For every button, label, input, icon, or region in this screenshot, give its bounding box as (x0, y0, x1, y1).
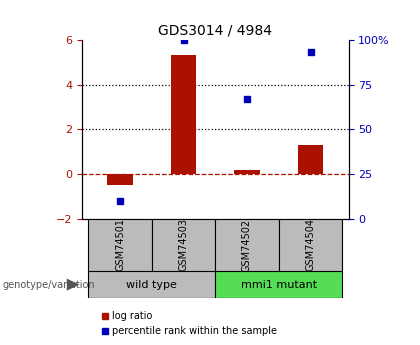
Text: GSM74501: GSM74501 (115, 218, 125, 272)
Title: GDS3014 / 4984: GDS3014 / 4984 (158, 23, 272, 37)
Bar (171, 56, 196, 174)
Text: GSM74503: GSM74503 (178, 218, 189, 272)
Bar (215, 271, 342, 298)
Legend: log ratio, percentile rank within the sample: log ratio, percentile rank within the sa… (97, 307, 281, 340)
Bar (215, 219, 279, 271)
Bar (88, 271, 215, 298)
Text: mmi1 mutant: mmi1 mutant (241, 280, 317, 289)
Text: wild type: wild type (126, 280, 177, 289)
Bar (298, 145, 323, 174)
Bar (234, 170, 260, 174)
Text: GSM74502: GSM74502 (242, 218, 252, 272)
Polygon shape (67, 279, 79, 290)
Text: GSM74504: GSM74504 (305, 218, 315, 272)
Bar (279, 219, 342, 271)
Bar (88, 219, 152, 271)
Bar (152, 219, 215, 271)
Bar (107, 174, 133, 186)
Text: genotype/variation: genotype/variation (2, 280, 95, 289)
